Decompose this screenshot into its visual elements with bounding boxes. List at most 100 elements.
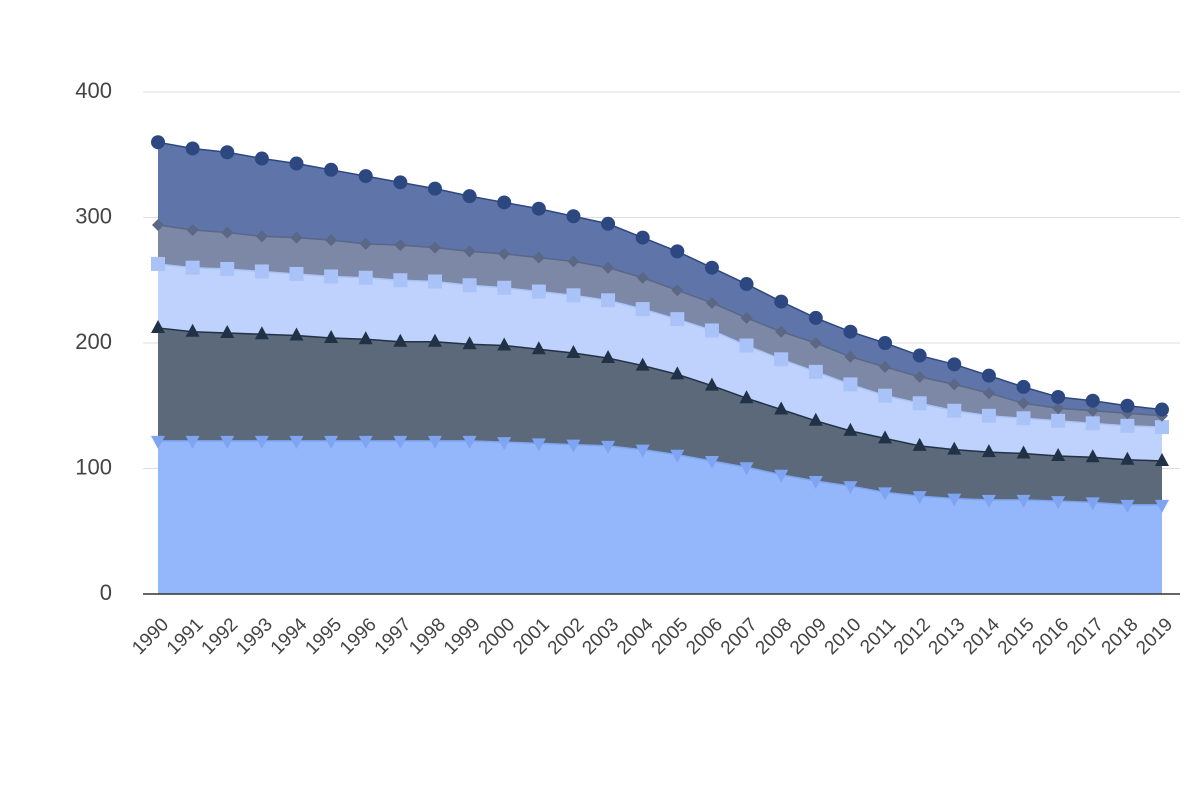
x-tick-label: 1995 <box>301 614 346 659</box>
x-tick-label: 2007 <box>717 614 762 659</box>
marker <box>1085 449 1100 463</box>
marker <box>531 201 546 216</box>
marker <box>497 337 512 351</box>
marker <box>878 388 893 403</box>
marker <box>808 476 823 490</box>
marker <box>601 350 616 364</box>
x-tick-label: 2018 <box>1098 614 1143 659</box>
marker <box>566 345 581 359</box>
marker <box>671 284 684 297</box>
marker <box>151 256 165 271</box>
marker <box>289 266 304 281</box>
marker <box>1016 445 1031 459</box>
x-tick-label: 2010 <box>821 614 866 659</box>
marker <box>152 219 164 232</box>
marker <box>1016 494 1031 508</box>
y-tick-label: 300 <box>75 203 112 228</box>
x-tick-label: 1997 <box>371 614 416 659</box>
marker <box>982 387 995 400</box>
marker <box>808 364 823 379</box>
marker <box>1155 452 1169 466</box>
marker <box>808 310 823 325</box>
marker <box>740 311 753 324</box>
line <box>157 224 1163 417</box>
marker <box>635 302 650 317</box>
marker <box>947 441 962 455</box>
x-tick-label: 2015 <box>994 614 1039 659</box>
marker <box>393 333 408 347</box>
marker <box>1155 499 1169 513</box>
x-tick-label: 2006 <box>682 614 727 659</box>
marker <box>1051 447 1066 461</box>
marker <box>221 226 234 239</box>
marker <box>1155 420 1169 435</box>
marker <box>843 422 858 436</box>
marker <box>1085 416 1100 431</box>
marker <box>427 274 442 289</box>
marker <box>704 260 719 275</box>
marker <box>1017 397 1030 410</box>
marker <box>532 251 545 264</box>
marker <box>1016 411 1031 426</box>
marker <box>670 244 685 259</box>
x-tick-label: 1994 <box>267 614 312 659</box>
marker <box>358 435 373 449</box>
marker <box>359 237 372 250</box>
marker <box>254 264 269 279</box>
marker <box>981 494 996 508</box>
marker <box>428 241 441 254</box>
x-tick-label: 2016 <box>1028 614 1073 659</box>
marker <box>774 294 789 309</box>
area <box>158 327 1162 505</box>
marker <box>636 271 649 284</box>
marker <box>289 435 304 449</box>
x-tick-label: 2011 <box>856 614 900 658</box>
marker <box>358 169 373 184</box>
x-tick-label: 2005 <box>648 614 693 659</box>
marker <box>393 175 408 190</box>
marker <box>843 481 858 495</box>
marker <box>151 319 165 333</box>
x-tick-label: 1991 <box>163 614 208 659</box>
marker <box>463 245 476 258</box>
marker <box>186 224 199 237</box>
area <box>158 142 1162 416</box>
marker <box>635 444 650 458</box>
marker <box>809 337 822 349</box>
marker <box>879 360 892 373</box>
x-tick-label: 2000 <box>475 614 520 659</box>
marker <box>878 487 893 501</box>
marker <box>325 234 338 247</box>
marker <box>531 284 546 299</box>
marker <box>427 333 442 347</box>
marker <box>843 377 858 392</box>
marker <box>290 231 303 244</box>
marker <box>151 435 165 449</box>
marker <box>531 341 546 355</box>
marker <box>566 439 581 453</box>
x-tick-label: 2003 <box>578 614 623 659</box>
marker <box>808 412 823 426</box>
marker <box>497 437 512 451</box>
marker <box>912 348 927 363</box>
x-tick-label: 2017 <box>1063 614 1108 659</box>
x-tick-label: 1998 <box>405 614 450 659</box>
marker <box>185 260 200 275</box>
line <box>157 327 1163 462</box>
marker <box>774 352 789 367</box>
x-tick-label: 2008 <box>752 614 797 659</box>
marker <box>704 455 719 469</box>
marker <box>843 324 858 339</box>
marker <box>981 444 996 458</box>
marker <box>185 323 200 337</box>
x-tick-label: 1993 <box>232 614 277 659</box>
marker <box>1120 451 1135 465</box>
marker <box>981 408 996 423</box>
marker <box>497 280 512 295</box>
marker <box>947 493 962 507</box>
marker <box>567 255 580 268</box>
y-tick-label: 100 <box>75 454 112 479</box>
marker <box>427 435 442 449</box>
marker <box>635 230 650 245</box>
marker <box>1051 496 1066 510</box>
